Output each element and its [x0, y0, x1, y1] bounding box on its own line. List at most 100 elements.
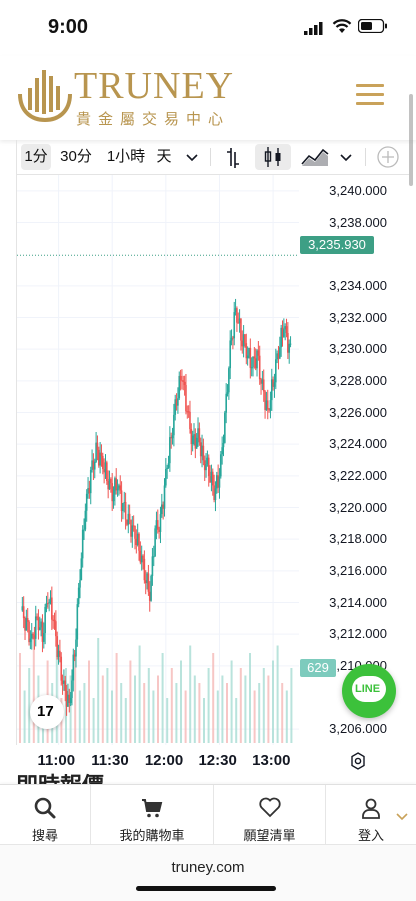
price-tick-label: 3,222.000: [329, 467, 387, 483]
candle-body: [165, 468, 167, 486]
chevron-down-icon[interactable]: [335, 144, 357, 170]
nav-search[interactable]: 搜尋: [0, 785, 90, 845]
volume-bar: [23, 690, 26, 743]
candle-body: [81, 529, 84, 559]
nav-login[interactable]: 登入: [326, 785, 416, 845]
chevron-down-icon[interactable]: [395, 812, 409, 822]
candle-body: [95, 442, 97, 462]
interval-day-button[interactable]: 天: [156, 148, 172, 165]
candle-body: [110, 478, 112, 484]
candle-body: [174, 399, 177, 415]
tradingview-logo-icon[interactable]: 17: [30, 695, 64, 729]
volume-bar: [272, 660, 274, 743]
candle-body: [207, 457, 210, 477]
candle-body: [182, 380, 185, 382]
candle-body: [136, 533, 139, 546]
cellular-signal-icon: [304, 22, 323, 35]
candle-body: [249, 347, 252, 368]
volume-bar: [258, 683, 261, 743]
candle-body: [170, 437, 172, 439]
time-tick-label: 12:00: [144, 752, 184, 769]
interval-1hour-button[interactable]: 1小時: [106, 148, 146, 165]
candle-body: [287, 333, 289, 353]
volume-bar: [253, 690, 256, 743]
volume-bar: [69, 675, 72, 743]
candle-body: [150, 576, 152, 601]
time-tick-label: 11:00: [37, 752, 76, 769]
candle-body: [124, 501, 127, 520]
candle-body: [69, 697, 72, 704]
price-tick-label: 3,214.000: [329, 594, 387, 610]
interval-1min-button[interactable]: 1分: [21, 144, 51, 170]
price-tick-label: 3,232.000: [329, 309, 387, 325]
area-chart-type-icon[interactable]: [299, 144, 331, 170]
hamburger-menu-button[interactable]: [356, 84, 384, 106]
candle-body: [214, 488, 217, 501]
volume-bar: [262, 668, 265, 743]
chart-toolbar: 1分 30分 1小時 天: [16, 140, 409, 175]
volume-bar: [276, 645, 279, 743]
candle-body: [213, 485, 215, 501]
candlestick-chart-type-button[interactable]: [255, 144, 291, 170]
candle-body: [202, 445, 205, 461]
candle-body: [240, 318, 242, 341]
candle-body: [45, 603, 48, 607]
candle-body: [135, 538, 138, 546]
candle-body: [156, 520, 159, 530]
volume-bar: [143, 683, 146, 743]
candle-body: [161, 504, 163, 515]
candle-body: [185, 385, 187, 412]
page-scrollbar[interactable]: [409, 94, 413, 186]
home-indicator[interactable]: [136, 886, 276, 891]
volume-bar: [226, 683, 228, 743]
candle-body: [230, 337, 233, 341]
candle-body: [265, 400, 268, 410]
candle-body: [197, 428, 199, 438]
candle-body: [285, 326, 288, 334]
candle-body: [155, 520, 158, 529]
candle-body: [99, 452, 101, 466]
candle-body: [127, 513, 130, 525]
price-chart[interactable]: 3,240.000 3,238.000 3,234.000 3,232.000 3,23…: [16, 175, 409, 745]
add-indicator-icon[interactable]: [375, 144, 401, 170]
candle-body: [75, 639, 77, 657]
line-chat-button[interactable]: LINE: [342, 664, 396, 718]
browser-url-bar[interactable]: truney.com: [0, 844, 416, 901]
volume-label: 629: [300, 659, 336, 677]
candle-body: [179, 375, 182, 381]
bar-chart-type-icon[interactable]: [221, 144, 249, 170]
volume-bar: [19, 653, 21, 743]
candle-body: [106, 462, 108, 482]
menu-bar: [356, 102, 384, 105]
menu-bar: [356, 84, 384, 87]
candle-body: [163, 485, 166, 509]
candle-body: [118, 485, 120, 489]
candle-body: [30, 633, 33, 639]
brand-name: TRUNEY: [74, 65, 235, 107]
volume-bar: [32, 638, 35, 743]
candle-body: [111, 483, 113, 502]
interval-30min-button[interactable]: 30分: [60, 148, 92, 165]
candle-body: [217, 475, 219, 488]
chevron-down-icon[interactable]: [181, 144, 203, 170]
candle-body: [26, 618, 29, 622]
volume-bar: [170, 668, 173, 743]
price-tick-label: 3,212.000: [329, 626, 387, 642]
candle-body: [193, 434, 195, 436]
candle-body: [52, 619, 54, 621]
price-tick-label: 3,226.000: [329, 404, 387, 420]
nav-cart[interactable]: 我的購物車: [91, 785, 213, 845]
nav-wishlist[interactable]: 願望清單: [214, 785, 325, 845]
candle-body: [269, 400, 272, 411]
candle-body: [222, 442, 225, 448]
candle-body: [65, 690, 68, 707]
menu-bar: [356, 93, 384, 96]
candle-body: [237, 322, 240, 324]
truney-logo-icon[interactable]: [16, 64, 74, 124]
time-tick-label: 13:00: [252, 752, 291, 769]
candle-body: [189, 411, 191, 430]
candle-body: [68, 694, 71, 704]
chart-settings-icon[interactable]: [348, 751, 368, 771]
candle-body: [225, 393, 227, 413]
candle-body: [258, 355, 261, 380]
